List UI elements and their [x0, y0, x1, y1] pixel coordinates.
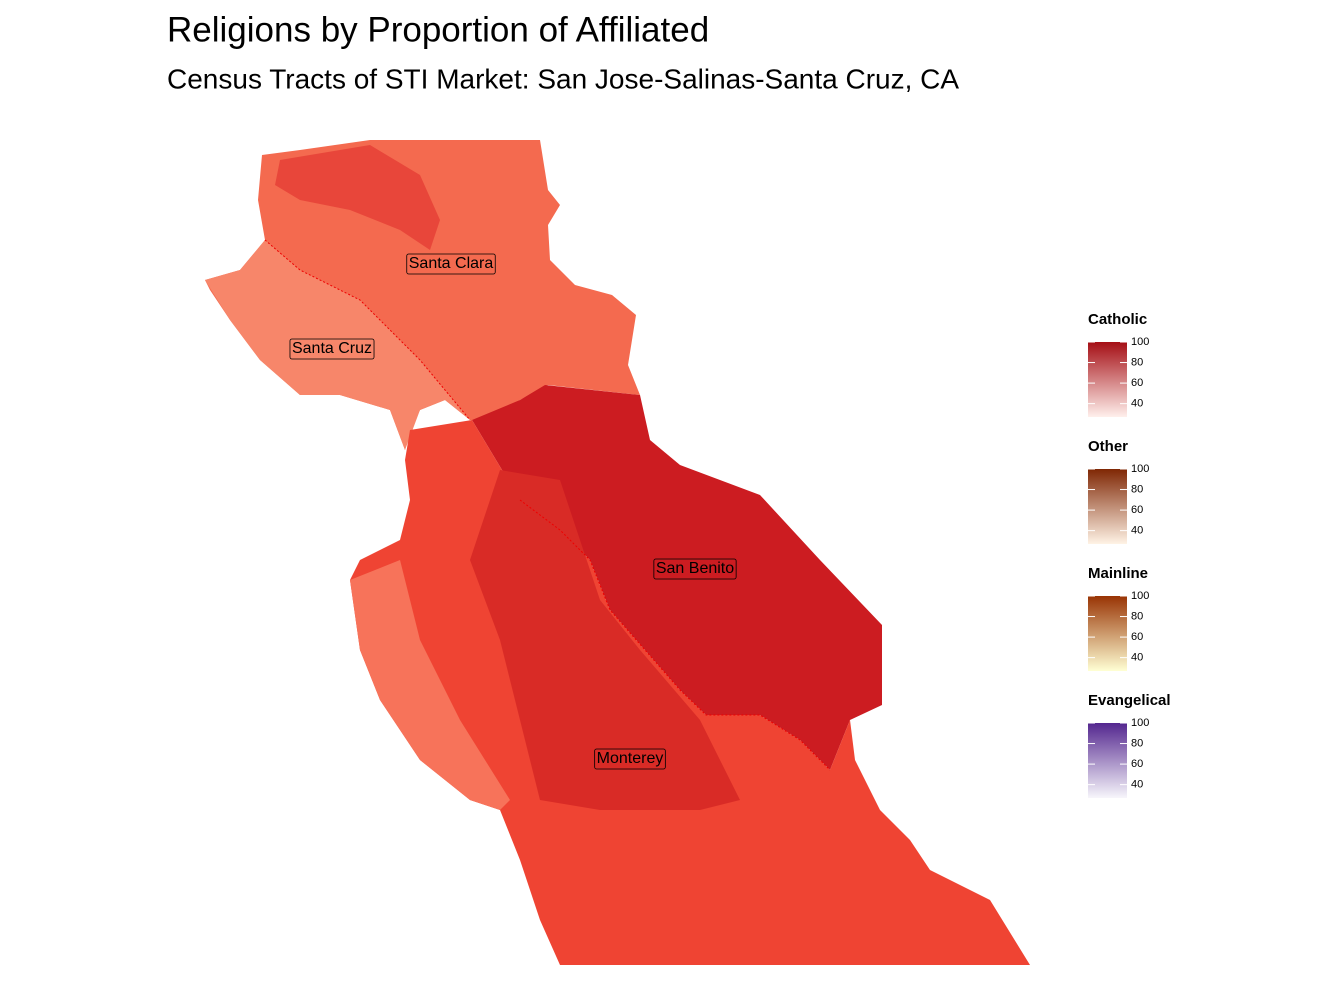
monterey-coast — [350, 560, 510, 810]
santa-cruz-area — [205, 240, 470, 450]
region-label: San Benito — [656, 560, 734, 577]
legend-tick-label: 100 — [1131, 590, 1149, 602]
label-box — [653, 558, 737, 580]
map-title: Religions by Proportion of Affiliated — [167, 10, 709, 49]
label-box — [289, 338, 375, 360]
legend-tick-label: 60 — [1131, 758, 1143, 770]
legend-title: Mainline — [1088, 565, 1148, 582]
legend-tick-label: 40 — [1131, 779, 1143, 791]
legend-tick-label: 100 — [1131, 717, 1149, 729]
legend-colorbar — [1088, 342, 1127, 417]
legend-tick-label: 40 — [1131, 398, 1143, 410]
label-box — [406, 253, 496, 275]
legend-tick-label: 80 — [1131, 737, 1143, 749]
legend-colorbar — [1088, 596, 1127, 671]
legends: Catholic406080100Other406080100Mainline4… — [1088, 311, 1171, 798]
legend-title: Evangelical — [1088, 692, 1171, 709]
legend-tick-label: 60 — [1131, 504, 1143, 516]
legend-tick-label: 100 — [1131, 463, 1149, 475]
monterey-inner — [470, 470, 740, 810]
region-label: Santa Cruz — [292, 340, 372, 357]
legend-colorbar — [1088, 723, 1127, 798]
legend-tick-label: 100 — [1131, 336, 1149, 348]
county-border — [519, 499, 831, 771]
legend-title: Other — [1088, 438, 1128, 455]
legend-tick-label: 40 — [1131, 525, 1143, 537]
legend-tick-label: 40 — [1131, 652, 1143, 664]
legend-tick-label: 60 — [1131, 377, 1143, 389]
urban-area — [275, 145, 440, 250]
region-label: Monterey — [597, 750, 664, 767]
legend-tick-label: 80 — [1131, 483, 1143, 495]
legend-tick-label: 80 — [1131, 356, 1143, 368]
map-shapes — [205, 140, 1030, 965]
map-subtitle: Census Tracts of STI Market: San Jose-Sa… — [167, 63, 959, 94]
region-labels: Santa Clara Santa Cruz San Benito Monterey — [289, 253, 737, 770]
label-box — [594, 748, 666, 770]
san-benito-area — [472, 385, 882, 770]
legend-tick-label: 60 — [1131, 631, 1143, 643]
region-label: Santa Clara — [409, 255, 494, 272]
legend-colorbar — [1088, 469, 1127, 544]
legend-tick-label: 80 — [1131, 610, 1143, 622]
county-border — [264, 239, 471, 421]
legend-title: Catholic — [1088, 311, 1147, 328]
